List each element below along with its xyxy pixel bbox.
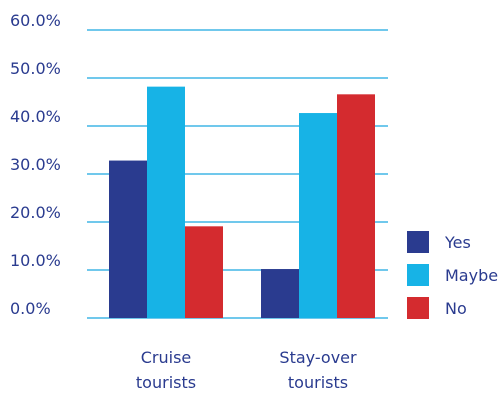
legend-label-yes: Yes (444, 233, 471, 252)
y-tick-label: 40.0% (10, 107, 61, 126)
y-tick-label: 10.0% (10, 251, 61, 270)
bar-yes-1 (109, 160, 147, 318)
legend-swatch-no (407, 297, 429, 319)
y-tick-label: 0.0% (10, 299, 51, 318)
y-tick-label: 20.0% (10, 203, 61, 222)
x-axis-tick-labels: Cruise tourists Stay-over tourists (136, 348, 357, 392)
y-tick-label: 50.0% (10, 59, 61, 78)
x-tick-label: tourists (288, 373, 348, 392)
legend: Yes Maybe No (407, 231, 498, 319)
legend-swatch-yes (407, 231, 429, 253)
bar-yes-2 (261, 269, 299, 318)
legend-label-maybe: Maybe (445, 266, 498, 285)
legend-swatch-maybe (407, 264, 429, 286)
x-tick-label: tourists (136, 373, 196, 392)
x-tick-label: Stay-over (279, 348, 357, 367)
y-tick-label: 30.0% (10, 155, 61, 174)
bar-no-1 (185, 226, 223, 318)
bars (109, 86, 375, 318)
bar-no-2 (337, 94, 375, 318)
y-axis-tick-labels: 0.0% 10.0% 20.0% 30.0% 40.0% 50.0% 60.0% (10, 11, 61, 318)
y-tick-label: 60.0% (10, 11, 61, 30)
bar-maybe-1 (147, 86, 185, 318)
bar-maybe-2 (299, 113, 337, 318)
x-tick-label: Cruise (141, 348, 192, 367)
legend-label-no: No (445, 299, 467, 318)
